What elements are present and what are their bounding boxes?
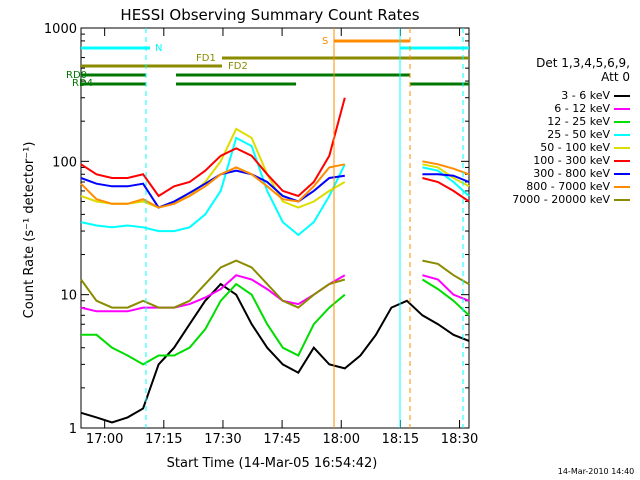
legend-label: 6 - 12 keV	[554, 102, 610, 115]
legend-swatch	[614, 159, 630, 162]
series-line-8	[80, 259, 346, 309]
legend-label: 300 - 800 keV	[533, 167, 610, 180]
y-tick-label: 100	[52, 155, 77, 170]
series-line-5	[80, 97, 346, 198]
legend-entry: 7000 - 20000 keV	[512, 193, 630, 206]
series-line-7	[80, 163, 345, 209]
y-tick-label: 1	[69, 422, 77, 437]
legend-swatch	[614, 185, 630, 188]
series-line-4	[422, 163, 470, 188]
x-tick-label: 17:00	[86, 432, 123, 447]
legend-header-2: Att 0	[601, 70, 630, 84]
legend-label: 25 - 50 keV	[547, 128, 610, 141]
legend-entry: 100 - 300 keV	[533, 154, 630, 167]
series-line-2	[81, 282, 346, 366]
legend-entry: 50 - 100 keV	[540, 141, 630, 154]
y-tick-label: 10	[60, 289, 77, 304]
plot-frame	[80, 27, 470, 429]
chart-title: HESSI Observing Summary Count Rates	[120, 6, 419, 24]
series-line-8	[422, 259, 470, 285]
flag-bar-label: S	[322, 36, 328, 47]
legend-swatch	[614, 172, 630, 175]
flag-bar-label: RD0	[66, 70, 87, 81]
series-layer	[80, 97, 470, 424]
legend-swatch	[614, 120, 630, 123]
series-line-1	[422, 274, 470, 302]
legend-entry: 800 - 7000 keV	[526, 180, 630, 193]
series-line-7	[422, 160, 470, 176]
axes-layer: 1 10 100 1000 17:00 17:15 17:30 17:45 18:00 18:15…	[44, 22, 478, 447]
legend-label: 7000 - 20000 keV	[512, 193, 610, 206]
x-tick-label: 17:45	[263, 432, 300, 447]
legend-label: 3 - 6 keV	[561, 89, 610, 102]
flag-bar-label: N	[155, 43, 162, 54]
series-line-1	[80, 274, 346, 313]
x-tick-label: 17:30	[204, 432, 241, 447]
legend-entry: 300 - 800 keV	[533, 167, 630, 180]
legend-swatch	[614, 94, 630, 97]
x-tick-label: 17:15	[145, 432, 182, 447]
legend-swatch	[614, 107, 630, 110]
legend-label: 800 - 7000 keV	[526, 180, 610, 193]
x-tick-label: 18:00	[323, 432, 360, 447]
legend-entry: 3 - 6 keV	[561, 89, 630, 102]
legend-label: 50 - 100 keV	[540, 141, 610, 154]
legend-label: 12 - 25 keV	[547, 115, 610, 128]
series-line-2	[421, 278, 470, 317]
series-line-3	[422, 166, 470, 197]
legend-entry: 25 - 50 keV	[547, 128, 630, 141]
x-tick-label: 18:15	[382, 432, 419, 447]
legend-entry: 12 - 25 keV	[547, 115, 630, 128]
footer-timestamp: 14-Mar-2010 14:40	[558, 467, 635, 476]
legend-header-1: Det 1,3,4,5,6,9,	[536, 56, 630, 70]
legend-entry: 6 - 12 keV	[554, 102, 630, 115]
series-line-0	[80, 282, 470, 424]
series-line-6	[422, 173, 470, 183]
legend-swatch	[614, 133, 630, 136]
y-axis-label: Count Rate (s⁻¹ detector⁻¹)	[22, 142, 37, 319]
legend-swatch	[614, 146, 630, 149]
x-tick-label: 18:30	[441, 432, 478, 447]
legend-swatch	[614, 198, 630, 201]
x-axis-label: Start Time (14-Mar-05 16:54:42)	[167, 456, 378, 471]
series-line-3	[80, 136, 346, 237]
series-line-5	[422, 177, 470, 203]
y-tick-label: 1000	[44, 22, 77, 37]
flag-bar-label: FD1	[196, 53, 216, 64]
flag-bar-label: RD4	[72, 78, 93, 89]
legend-label: 100 - 300 keV	[533, 154, 610, 167]
flag-bar-label: FD2	[228, 61, 248, 72]
